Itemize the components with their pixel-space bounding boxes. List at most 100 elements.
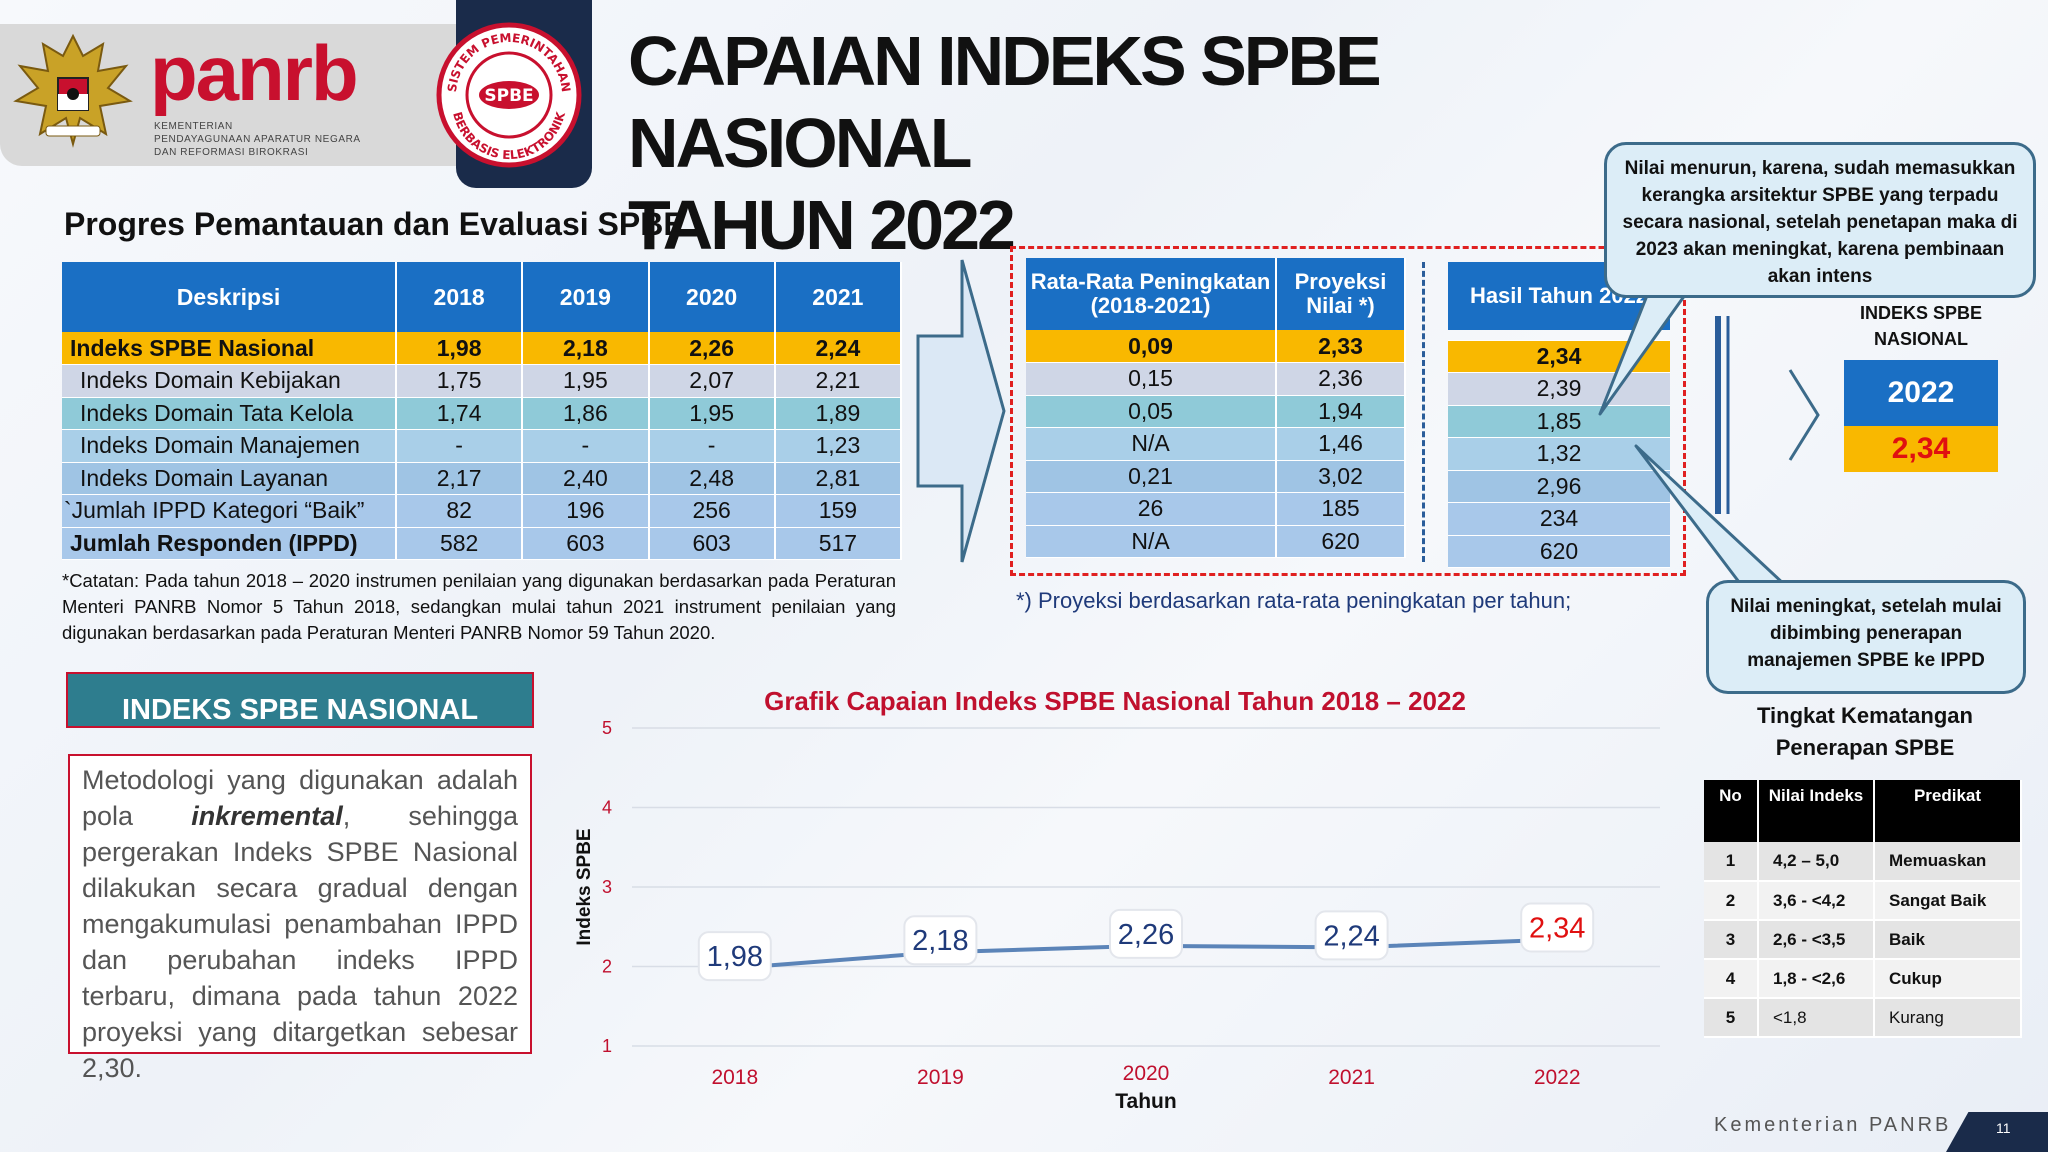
table-row: Jumlah Responden (IPPD) 582 603 603 517 [62,527,903,560]
table-note: *Catatan: Pada tahun 2018 – 2020 instrum… [62,570,896,643]
page-number: 11 [1996,1120,2011,1136]
progress-cell: 1,23 [774,429,903,463]
chart-title: Grafik Capaian Indeks SPBE Nasional Tahu… [764,686,1466,716]
spacer-cell [1448,330,1670,341]
table-row: 0,05 1,94 [1026,395,1406,428]
progress-cell: - [396,429,524,463]
progress-cell: 2,48 [648,462,776,495]
progress-cell: 517 [774,527,903,560]
maturity-cell: <1,8 [1758,998,1875,1038]
progress-cell: - [648,429,776,463]
data-label-box [1314,910,1389,961]
maturity-header-index: Nilai Indeks [1758,780,1875,842]
table-row: 0,15 2,36 [1026,362,1406,396]
maturity-cell: 3 [1704,920,1759,960]
progress-cell: 1,95 [522,364,650,398]
table-row: 2 3,6 - <4,2 Sangat Baik [1704,881,2022,921]
table-row: N/A 1,46 [1026,427,1406,461]
progress-cell: 1,98 [396,332,524,365]
y-tick-label: 3 [602,877,612,897]
table-row: 3 2,6 - <3,5 Baik [1704,920,2022,960]
projection-cell: 1,46 [1276,427,1406,461]
garuda-emblem-icon [13,33,133,148]
progress-cell: Indeks Domain Tata Kelola [62,397,397,430]
table-row: 0,21 3,02 [1026,460,1406,493]
progress-cell: 196 [522,494,650,528]
arrow-right-icon [916,259,1006,563]
maturity-cell: Memuaskan [1874,842,2022,882]
data-label: 2,24 [1323,920,1379,952]
divider [1422,262,1425,562]
callout-bottom: Nilai meningkat, setelah mulai dibimbing… [1706,580,2026,694]
progress-cell: 2,81 [774,462,903,495]
progress-cell: 2,18 [522,332,650,365]
table-row: Indeks Domain Tata Kelola 1,74 1,86 1,95 1,8… [62,397,903,430]
projection-dashed-box [1010,246,1686,576]
maturity-cell: 4 [1704,959,1759,999]
info-box-header: INDEKS SPBE NASIONAL [66,672,534,728]
spbe-seal-icon: SISTEM PEMERINTAHAN BERBASIS ELEKTRONIK … [436,22,582,168]
table-row: Indeks Domain Layanan 2,17 2,40 2,48 2,81 [62,462,903,495]
projection-cell: 0,05 [1026,395,1277,428]
progress-cell: 2,21 [774,364,903,398]
projection-cell: 0,15 [1026,362,1277,396]
progress-cell: 1,86 [522,397,650,430]
x-tick-label: 2019 [917,1066,964,1089]
projection-cell: N/A [1026,427,1277,461]
data-label: 2,34 [1529,912,1585,944]
callout-top: Nilai menurun, karena, sudah memasukkan … [1604,142,2036,298]
projection-cell: 2,36 [1276,362,1406,396]
progress-cell: 2,40 [522,462,650,495]
data-label-box [1109,908,1183,959]
data-label-box [697,931,772,982]
progress-cell: 603 [522,527,650,560]
table-row: Indeks Domain Kebijakan 1,75 1,95 2,07 2,21 [62,364,903,398]
callout-bottom-pointer [1634,444,1788,588]
footer-org: Kementerian PANRB [1714,1114,1952,1136]
x-tick-label: 2021 [1328,1066,1375,1089]
index-card-title: INDEKS SPBE NASIONAL [1859,303,1983,349]
info-box-text: Metodologi yang digunakan adalah pola in… [68,754,532,1083]
brand-wordmark: panrb [150,29,359,117]
table-row: Indeks Domain Manajemen - - -1,23 [62,429,903,463]
maturity-cell: Baik [1874,920,2022,960]
progress-cell: Indeks SPBE Nasional [62,332,397,365]
result-cell: 1,32 [1448,437,1670,471]
projection-cell: 2,33 [1276,330,1406,363]
progress-header-2020: 2020 [648,262,776,332]
progress-cell: 2,26 [648,332,776,365]
progress-cell: 582 [396,527,524,560]
table-row: 1,85 [1448,405,1670,438]
y-tick-label: 1 [602,1036,612,1056]
ministry-name: KEMENTERIAN PENDAYAGUNAAN APARATUR NEGAR… [154,121,361,158]
y-tick-label: 5 [602,718,612,738]
maturity-header-no: No [1704,780,1759,842]
progress-header-2021: 2021 [774,262,903,332]
chevron-right-icon [1715,316,1820,514]
projection-cell: 26 [1026,492,1277,526]
index-card-year: 2022 [1844,360,1998,426]
progress-cell: `Jumlah IPPD Kategori “Baik” [62,494,397,528]
progress-cell: 2,24 [774,332,903,365]
projection-header-proj: Proyeksi Nilai *) [1276,258,1406,330]
table-row: `Jumlah IPPD Kategori “Baik” 82 196 256 159 [62,494,903,528]
maturity-cell: 2,6 - <3,5 [1758,920,1875,960]
progress-cell: 256 [648,494,776,528]
table-row: Indeks SPBE Nasional 1,98 2,18 2,26 2,24 [62,332,903,365]
progress-cell: 159 [774,494,903,528]
table-row: 2,96 [1448,470,1670,503]
maturity-cell: 2 [1704,881,1759,921]
maturity-cell: 4,2 – 5,0 [1758,842,1875,882]
progress-header-desc: Deskripsi [62,262,397,332]
maturity-table: No Nilai Indeks Predikat 1 4,2 – 5,0 Memua… [1704,780,2022,1038]
maturity-cell: 1,8 - <2,6 [1758,959,1875,999]
result-cell: 2,39 [1448,372,1670,406]
data-label-box [903,915,978,966]
maturity-cell: Sangat Baik [1874,881,2022,921]
x-tick-label: 2022 [1534,1066,1581,1089]
maturity-cell: 3,6 - <4,2 [1758,881,1875,921]
projection-cell: 0,21 [1026,460,1277,493]
section-title: Progres Pemantauan dan Evaluasi SPBE [64,206,685,242]
projection-header-avg: Rata-Rata Peningkatan (2018-2021) [1026,258,1277,330]
progress-header-2019: 2019 [522,262,650,332]
